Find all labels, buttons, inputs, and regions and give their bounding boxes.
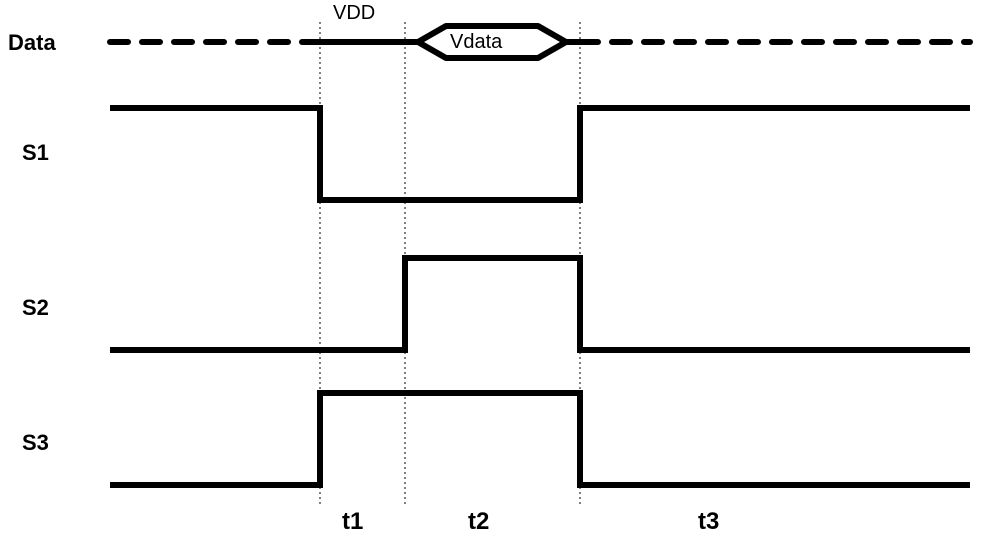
- vdd-label: VDD: [333, 2, 375, 25]
- s3-label: S3: [22, 430, 49, 456]
- timing-diagram-container: Data S1 S2 S3 VDD Vdata t1 t2 t3: [0, 0, 1000, 545]
- data-label: Data: [8, 30, 56, 56]
- s2-label: S2: [22, 295, 49, 321]
- timing-svg: [0, 0, 1000, 545]
- s1-label: S1: [22, 140, 49, 166]
- t1-label: t1: [342, 508, 363, 536]
- t2-label: t2: [468, 508, 489, 536]
- t3-label: t3: [698, 508, 719, 536]
- vdata-label: Vdata: [450, 31, 502, 54]
